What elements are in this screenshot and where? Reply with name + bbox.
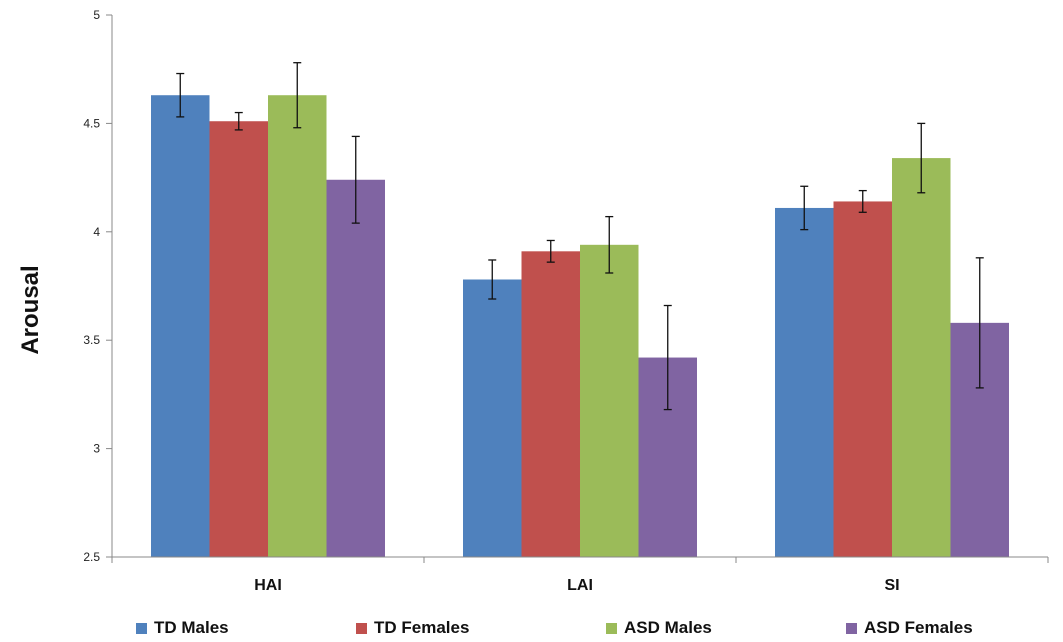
legend-swatch <box>606 622 617 634</box>
y-tick-label: 4 <box>93 225 100 239</box>
legend: TD Males TD Females ASD Males ASD Females <box>0 612 1063 640</box>
bar <box>580 244 639 558</box>
legend-item: TD Males <box>136 618 229 638</box>
bar <box>833 201 892 557</box>
bar <box>521 251 580 557</box>
bar-chart: Arousal 2.5 3 3.5 4 4.5 5 HAI LAI SI <box>17 8 1049 594</box>
y-tick-label: 3.5 <box>83 333 100 347</box>
y-tick-label: 3 <box>93 442 100 456</box>
legend-swatch <box>356 622 367 634</box>
legend-swatch <box>846 622 857 634</box>
x-category-label: SI <box>884 577 899 594</box>
y-tick-label: 2.5 <box>83 550 100 564</box>
bar <box>268 95 327 557</box>
legend-item: ASD Females <box>846 618 973 638</box>
bar <box>151 95 210 557</box>
bar <box>209 121 268 558</box>
bar <box>775 207 834 557</box>
legend-label: TD Females <box>374 618 470 637</box>
y-tick-label: 4.5 <box>83 116 100 130</box>
x-category-label: LAI <box>567 577 593 594</box>
bar <box>463 279 522 557</box>
x-category-label: HAI <box>254 577 282 594</box>
y-tick-label: 5 <box>93 8 100 22</box>
bar <box>892 158 951 557</box>
y-axis-title: Arousal <box>17 265 44 354</box>
legend-label: ASD Females <box>864 618 973 637</box>
legend-swatch <box>136 622 147 634</box>
legend-label: ASD Males <box>624 618 712 637</box>
legend-item: TD Females <box>356 618 469 638</box>
legend-item: ASD Males <box>606 618 712 638</box>
legend-label: TD Males <box>154 618 229 637</box>
bar <box>326 179 385 557</box>
